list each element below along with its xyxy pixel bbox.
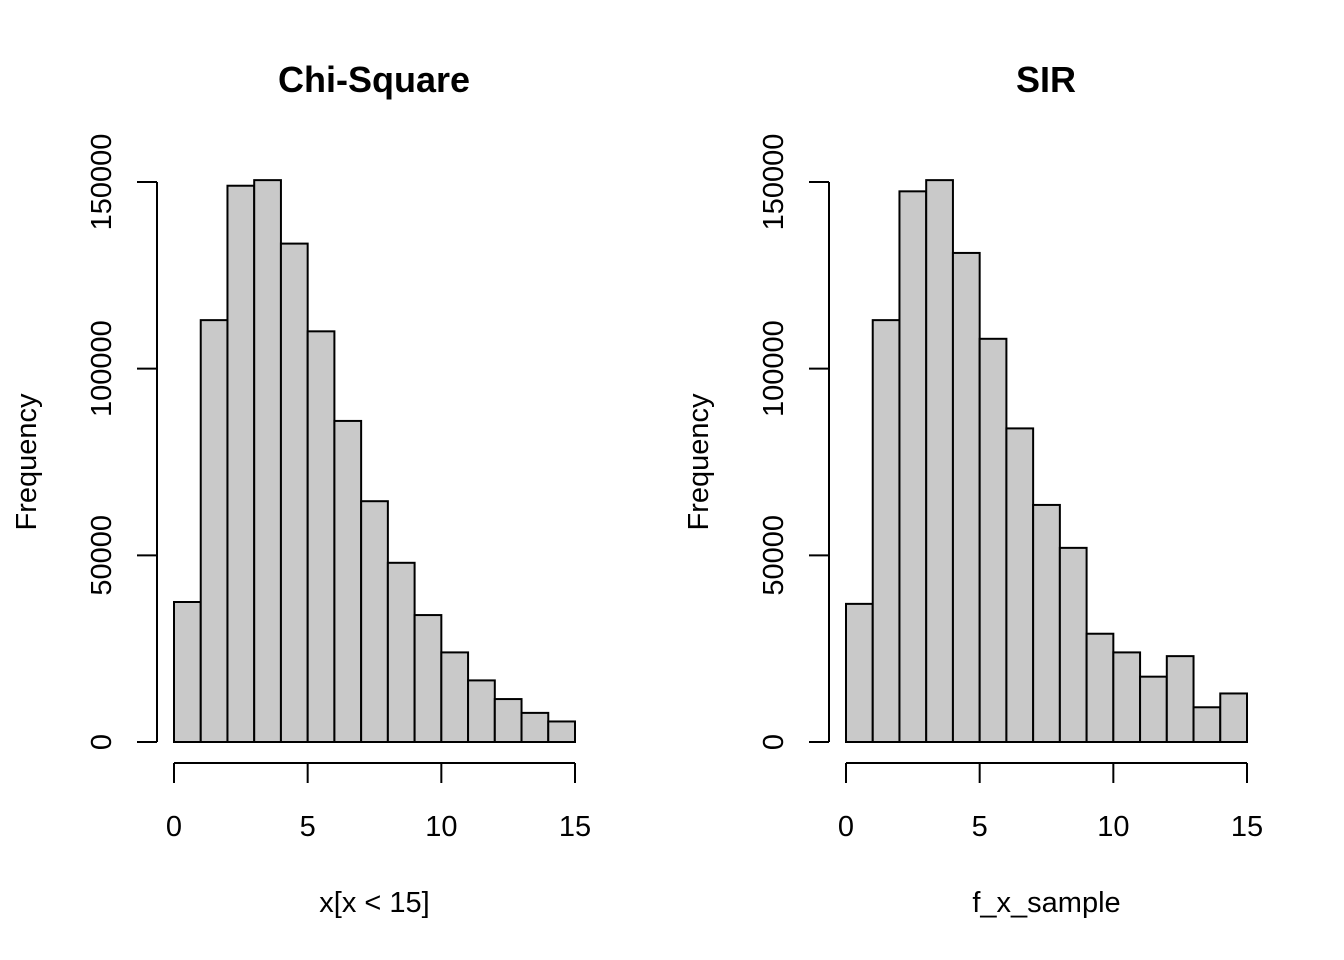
histogram-bar <box>978 337 1008 743</box>
y-tick-label: 150000 <box>86 134 118 231</box>
histogram-bar <box>413 614 443 743</box>
histogram-bar <box>871 319 901 743</box>
histogram-bar <box>845 602 874 743</box>
x-tick-label: 0 <box>838 811 854 843</box>
x-axis-label: x[x < 15] <box>319 887 429 919</box>
histogram-bar <box>333 419 363 743</box>
y-tick-label: 0 <box>758 734 790 750</box>
histogram-bar <box>199 319 229 743</box>
x-tick-label: 10 <box>1097 811 1129 843</box>
histogram-bar <box>440 651 470 744</box>
x-tick-label: 10 <box>425 811 457 843</box>
histogram-bar <box>1112 651 1142 744</box>
y-tick-label: 100000 <box>758 320 790 417</box>
histogram-bar <box>493 698 523 743</box>
histogram-bar <box>1165 655 1195 744</box>
histogram-bar <box>951 251 981 744</box>
histogram-bar <box>547 720 576 744</box>
x-tick-label: 5 <box>300 811 316 843</box>
histogram-bar <box>925 179 954 743</box>
y-axis-label: Frequency <box>683 393 715 531</box>
x-tick-label: 15 <box>559 811 591 843</box>
y-axis-label: Frequency <box>11 393 43 531</box>
x-tick-label: 0 <box>166 811 182 843</box>
chart-title: Chi-Square <box>278 59 470 100</box>
histogram-bar <box>306 330 336 743</box>
histogram-bar <box>467 679 496 744</box>
histogram-bar <box>898 190 928 744</box>
histogram-bar <box>226 184 256 743</box>
histogram-bar <box>253 179 282 743</box>
histogram-bar <box>520 711 550 744</box>
histogram-bar <box>1058 546 1088 743</box>
x-tick-label: 5 <box>972 811 988 843</box>
y-tick-label: 100000 <box>86 320 118 417</box>
y-tick-label: 0 <box>86 734 118 750</box>
chart-title: SIR <box>1016 59 1076 100</box>
histogram-bar <box>1085 632 1115 744</box>
histogram-bar <box>1032 503 1061 743</box>
histogram-bar <box>1219 692 1249 744</box>
x-tick-label: 15 <box>1231 811 1263 843</box>
histogram-bar <box>386 561 416 743</box>
chi-square-panel: Chi-Square 0 5 10 15 0 50000 100000 150000 x[x < … <box>11 59 591 919</box>
histogram-bar <box>173 601 202 743</box>
y-tick-label: 50000 <box>758 515 790 596</box>
y-tick-label: 150000 <box>758 134 790 231</box>
histogram-bar <box>1192 706 1222 744</box>
histogram-bar <box>1139 675 1168 744</box>
histogram-bar <box>1005 427 1035 743</box>
histogram-bar <box>360 500 389 744</box>
sir-panel: SIR 0 5 10 15 0 50000 100000 150000 f_x_sample Fre… <box>683 59 1263 919</box>
x-axis-label: f_x_sample <box>972 887 1120 919</box>
histogram-bar <box>279 242 309 743</box>
y-tick-label: 50000 <box>86 515 118 596</box>
